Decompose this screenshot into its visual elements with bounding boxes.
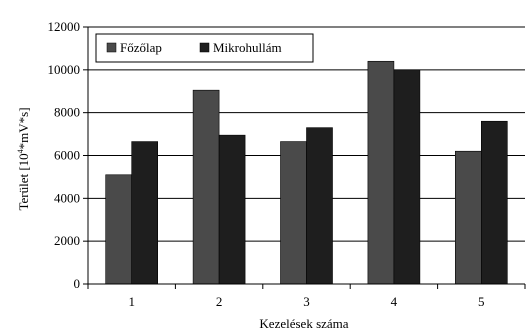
legend-label-series-1: Főzőlap xyxy=(120,40,162,55)
bar-series-1-cat-5 xyxy=(454,150,482,285)
x-tick-labels: 1 2 3 4 5 xyxy=(128,294,484,309)
y-tick-label: 12000 xyxy=(48,19,81,34)
bar-series-1-cat-3 xyxy=(280,141,307,285)
y-tick-labels: 0 2000 4000 6000 8000 10000 12000 xyxy=(48,19,81,291)
bar-series-2-cat-4 xyxy=(393,69,421,285)
x-tick-label: 3 xyxy=(303,294,310,309)
bar-series-2-cat-3 xyxy=(306,127,333,285)
y-tick-label: 6000 xyxy=(54,148,80,163)
legend-label-series-2: Mikrohullám xyxy=(213,40,282,55)
legend-swatch-series-2 xyxy=(199,42,210,53)
y-tick-label: 0 xyxy=(74,276,81,291)
x-tick-label: 5 xyxy=(478,294,485,309)
bar-series-1-cat-2 xyxy=(192,89,220,285)
axes xyxy=(83,26,526,289)
x-axis-label: Kezelések száma xyxy=(259,316,348,331)
x-tick-label: 4 xyxy=(391,294,398,309)
legend: Főzőlap Mikrohullám xyxy=(95,33,314,63)
bar-series-2-cat-2 xyxy=(218,134,246,285)
bar-series-2-cat-5 xyxy=(480,120,508,285)
legend-swatch-series-1 xyxy=(106,42,117,53)
y-axis-label: Terület [104*mV*s] xyxy=(16,107,31,210)
x-tick-label: 2 xyxy=(216,294,223,309)
bar-series-2-cat-1 xyxy=(131,141,158,285)
y-tick-label: 4000 xyxy=(54,190,80,205)
x-tick-label: 1 xyxy=(128,294,135,309)
y-tick-label: 8000 xyxy=(54,105,80,120)
y-tick-label: 2000 xyxy=(54,233,80,248)
y-tick-label: 10000 xyxy=(48,62,81,77)
bar-series-1-cat-4 xyxy=(367,60,395,285)
bar-series-1-cat-1 xyxy=(105,174,132,285)
bars xyxy=(105,60,508,285)
